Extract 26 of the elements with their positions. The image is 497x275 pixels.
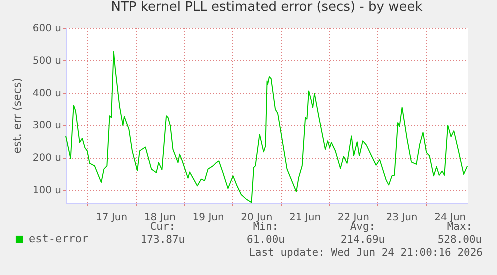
y-tick-label: 500 u bbox=[32, 56, 62, 67]
text: Min: bbox=[253, 221, 279, 233]
text: Avg: bbox=[350, 221, 376, 233]
y-axis-title: est. err (secs) bbox=[10, 78, 24, 154]
y-tick-label: 300 u bbox=[32, 120, 62, 132]
x-tick-label: 23 Jun bbox=[386, 212, 418, 224]
x-tick-label: 19 Jun bbox=[192, 212, 224, 224]
x-tick-label: 24 Jun bbox=[434, 212, 466, 224]
y-tick-label: 600 u bbox=[32, 24, 62, 34]
x-tick-label: 22 Jun bbox=[338, 212, 370, 224]
y-tick-label: 400 u bbox=[32, 88, 62, 100]
y-tick-label: 200 u bbox=[32, 153, 62, 164]
text: 214.69u bbox=[340, 234, 386, 246]
text: Max: bbox=[447, 221, 473, 233]
x-tick-label: 20 Jun bbox=[241, 212, 273, 224]
text: 528.00u bbox=[436, 234, 484, 246]
x-tick-label: 18 Jun bbox=[144, 212, 176, 224]
text: 173.87u bbox=[140, 234, 186, 246]
x-tick-label: 17 Jun bbox=[96, 212, 128, 224]
text: 61.00u bbox=[246, 234, 286, 246]
x-tick-label: 21 Jun bbox=[290, 212, 322, 224]
chart-title: NTP kernel PLL estimated error (secs) - by week bbox=[111, 0, 424, 15]
text: Last update: Wed Jun 24 21:00:16 2026 bbox=[249, 247, 483, 259]
legend-label: est-error bbox=[29, 232, 89, 246]
y-tick-label: 100 u bbox=[32, 186, 62, 197]
text: Cur: bbox=[150, 221, 176, 233]
